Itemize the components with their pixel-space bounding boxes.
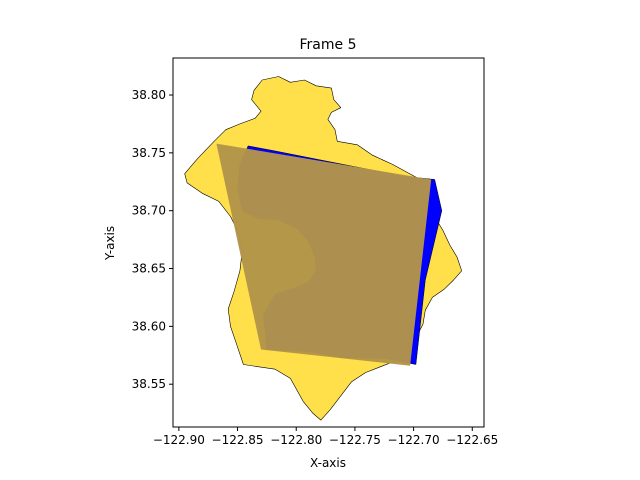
x-tick-label: −122.85: [212, 433, 264, 447]
y-tick-label: 38.75: [132, 146, 166, 160]
y-tick-label: 38.70: [132, 204, 166, 218]
axis-ticks: −122.90 −122.85 −122.80 −122.75 −122.70 −122.…: [132, 88, 499, 447]
axes-frame: [172, 57, 485, 428]
y-tick-label: 38.60: [132, 319, 166, 333]
x-axis-label: X-axis: [310, 456, 346, 470]
x-tick-label: −122.65: [446, 433, 498, 447]
x-tick-label: −122.80: [270, 433, 322, 447]
x-tick-label: −122.90: [153, 433, 205, 447]
y-tick-label: 38.55: [132, 377, 166, 391]
overlay-quad: [216, 143, 432, 366]
map-layers: [184, 76, 463, 421]
chart-title: Frame 5: [300, 37, 357, 53]
y-axis-label: Y-axis: [103, 226, 117, 261]
x-tick-label: −122.70: [388, 433, 440, 447]
y-tick-label: 38.80: [132, 88, 166, 102]
y-tick-label: 38.65: [132, 262, 166, 276]
x-tick-label: −122.75: [329, 433, 381, 447]
